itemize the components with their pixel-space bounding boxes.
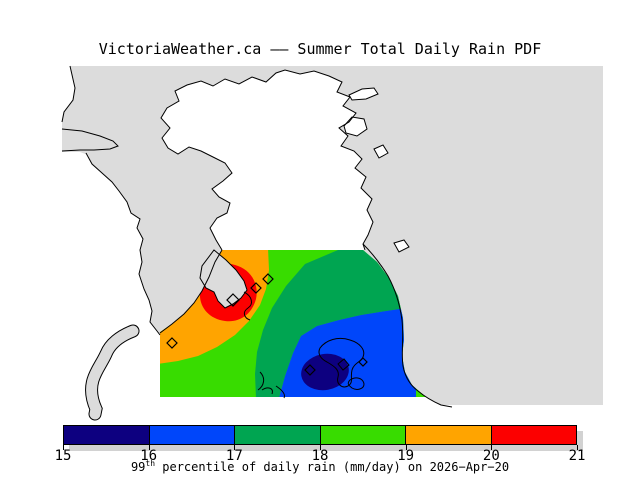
station-marker (226, 293, 240, 307)
station-marker (304, 364, 316, 376)
left-edge-inlet-coast (61, 128, 119, 152)
field-northwest-coastline (159, 249, 223, 334)
island-north-1 (348, 87, 379, 101)
colorbar-segment (320, 426, 406, 444)
caption-superscript: th (145, 459, 156, 468)
colorbar-segment (64, 426, 150, 444)
caption-text: percentile of daily rain (mm/day) on 202… (155, 460, 510, 474)
colorbar-segment (235, 426, 321, 444)
station-marker (166, 337, 178, 349)
band-15-16 (301, 353, 349, 391)
plot-title: VictoriaWeather.ca —— Summer Total Daily… (98, 40, 542, 58)
colorbar-segments (63, 425, 577, 445)
trial-island-outline (347, 377, 365, 390)
colorbar-segment (149, 426, 235, 444)
gorge-waterway-outline (243, 291, 252, 321)
colorbar-caption: 99th percentile of daily rain (mm/day) o… (0, 459, 640, 474)
station-markers (166, 273, 368, 376)
left-edge-inlet (62, 129, 118, 151)
winding-inlet (86, 325, 139, 420)
west-coastline-upper (61, 65, 76, 123)
colorbar-segment (491, 426, 576, 444)
saanich-peninsula (161, 70, 373, 250)
colorbar-segment (406, 426, 492, 444)
band-17-18 (255, 250, 416, 397)
west-coastline-lower (85, 152, 161, 336)
caption-number: 99 (130, 460, 146, 474)
harbour-inlet (199, 249, 248, 309)
east-coastline (362, 243, 453, 408)
island-north-3 (373, 144, 389, 159)
islet-east (393, 239, 410, 253)
station-marker (358, 357, 368, 367)
islet-outline (337, 358, 350, 371)
station-marker (250, 282, 262, 294)
victoria-harbour-outline (257, 371, 285, 399)
peninsula-coastline (160, 69, 374, 251)
station-marker (262, 273, 274, 285)
